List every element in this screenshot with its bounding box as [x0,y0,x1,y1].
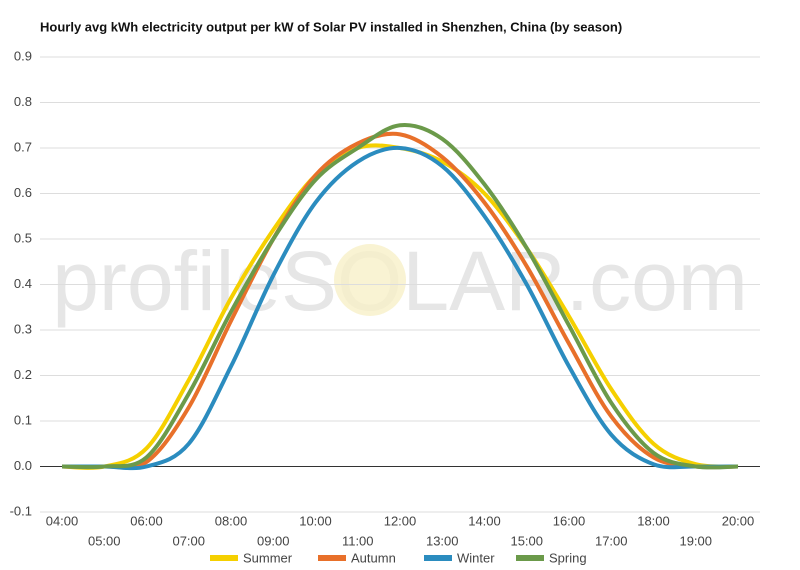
x-tick-label: 09:00 [257,533,290,548]
x-tick-label: 19:00 [679,533,712,548]
y-tick-label: 0.4 [14,276,32,291]
y-tick-label: 0.3 [14,321,32,336]
x-tick-label: 20:00 [722,513,755,528]
x-tick-label: 17:00 [595,533,628,548]
x-tick-label: 14:00 [468,513,501,528]
y-tick-label: 0.0 [14,458,32,473]
x-tick-label: 12:00 [384,513,417,528]
legend-swatch [424,555,452,561]
y-tick-label: -0.1 [10,503,32,518]
legend-swatch [318,555,346,561]
y-tick-label: 0.6 [14,185,32,200]
y-tick-label: 0.9 [14,48,32,63]
legend-swatch [516,555,544,561]
series-line [62,145,739,471]
chart-title: Hourly avg kWh electricity output per kW… [40,19,622,34]
watermark-sun [334,244,406,316]
legend-label: Winter [457,550,495,565]
legend-label: Spring [549,550,587,565]
series-line [61,131,739,470]
x-tick-label: 05:00 [88,533,121,548]
y-tick-label: 0.2 [14,367,32,382]
x-tick-label: 06:00 [130,513,163,528]
x-tick-label: 13:00 [426,533,459,548]
x-tick-label: 16:00 [553,513,586,528]
x-tick-label: 08:00 [215,513,248,528]
x-tick-label: 15:00 [510,533,543,548]
x-tick-label: 10:00 [299,513,332,528]
x-tick-label: 18:00 [637,513,670,528]
legend-swatch [210,555,238,561]
legend-label: Autumn [351,550,396,565]
y-tick-label: 0.8 [14,94,32,109]
legend-label: Summer [243,550,293,565]
series-line [61,122,739,470]
x-tick-label: 07:00 [172,533,205,548]
y-tick-label: 0.1 [14,412,32,427]
x-tick-label: 04:00 [46,513,79,528]
y-tick-label: 0.7 [14,139,32,154]
x-tick-label: 11:00 [342,533,374,548]
y-tick-label: 0.5 [14,230,32,245]
